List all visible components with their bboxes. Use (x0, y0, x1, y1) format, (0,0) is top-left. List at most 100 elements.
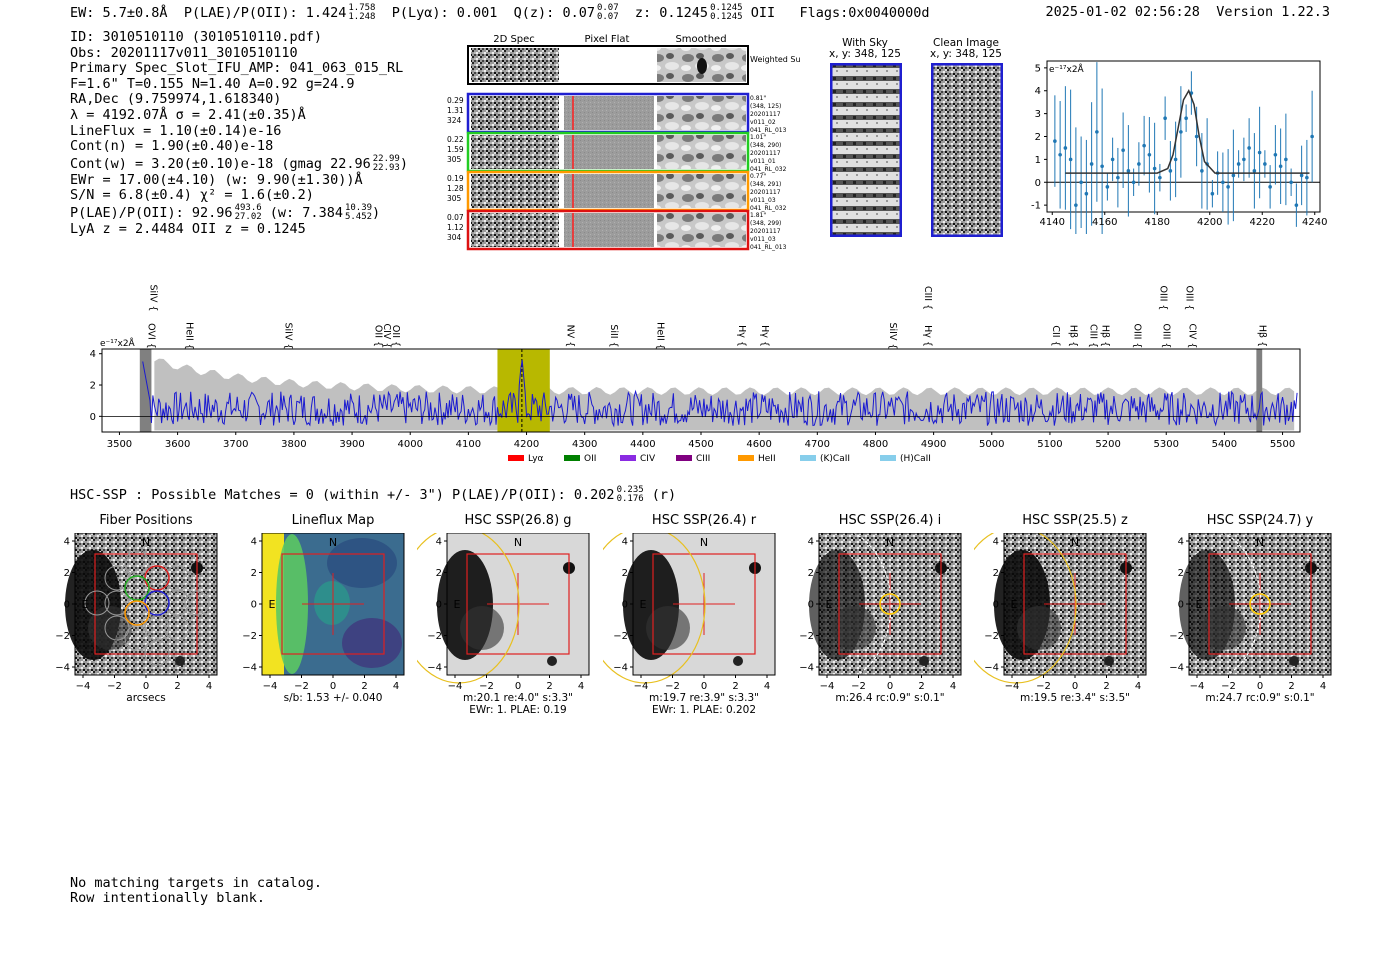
clean-image-title-text: Clean Image (932, 37, 1000, 49)
hsc-star (1104, 656, 1114, 666)
cutout-left-value: 0.22 (447, 135, 464, 144)
zoom-y-tick-label: 5 (1035, 63, 1041, 74)
zoom-point (1105, 185, 1110, 189)
info-plae-w-lo: 5.452 (344, 211, 373, 222)
north-label: N (700, 536, 708, 549)
lineflux-mid (276, 534, 308, 674)
galaxy-ellipse (1159, 533, 1262, 684)
info-plae-hi: 493.6 (234, 202, 262, 213)
galaxy-ellipse (603, 533, 706, 684)
info-id: ID: 3010510110 (3010510110.pdf) (70, 29, 322, 45)
spectrum-line-label: NV { (564, 325, 575, 348)
zoom-point (1179, 130, 1183, 134)
col-title-pixel-flat: Pixel Flat (585, 34, 630, 45)
with-sky-image (830, 63, 902, 237)
zoom-x-tick-label: 4240 (1302, 217, 1327, 228)
cutout-smoothed (657, 174, 746, 208)
hsc-summary-hi: 0.235 (616, 485, 644, 495)
cutout-pixel-flat (564, 96, 654, 130)
zoom-y-tick-label: 2 (1035, 132, 1041, 143)
zoom-y-tick-label: 0 (1035, 178, 1041, 189)
hsc-x-tick-label: −4 (634, 681, 649, 692)
cutout-pixel-flat (564, 174, 654, 208)
hsc-x-tick-label: −4 (1005, 681, 1020, 692)
zoom-point (1163, 116, 1167, 120)
spectrum-x-tick-label: 4500 (688, 439, 713, 450)
spectrum-line-label: CIV { (381, 324, 392, 349)
zoom-point (1210, 191, 1215, 196)
spectrum-x-tick-label: 4800 (863, 439, 888, 450)
spectrum-x-tick-label: 4400 (630, 439, 655, 450)
cutout-left-value: 1.28 (447, 184, 464, 193)
zoom-point (1053, 139, 1057, 143)
spectrum-x-tick-label: 3900 (339, 439, 364, 450)
spectrum-x-tick-label: 4700 (805, 439, 830, 450)
fiber-circle (124, 550, 150, 576)
clean-image-title: Clean Image x, y: 348, 125 (921, 38, 1011, 60)
zoom-point (1278, 164, 1283, 169)
hsc-summary-text: HSC-SSP : Possible Matches = 0 (within +… (70, 487, 615, 503)
legend-swatch (738, 455, 754, 461)
hsc-panel-title: Lineflux Map (291, 513, 375, 528)
zoom-x-tick-label: 4220 (1250, 217, 1275, 228)
fiber-circle (164, 590, 190, 616)
cutout-left-value: 1.31 (447, 106, 464, 115)
clean-image (931, 63, 1003, 237)
hsc-x-tick-label: 0 (330, 681, 336, 692)
info-contn: Cont(n) = 1.90(±0.40)e-18 (70, 138, 274, 155)
hsc-caption-1: m:20.1 re:4.0" s:3.3" (463, 692, 573, 704)
zoom-point (1068, 157, 1073, 162)
info-plae-w: (w: 7.384 (269, 204, 343, 221)
hsc-x-tick-label: −4 (263, 681, 278, 692)
aperture-box (281, 553, 385, 655)
north-label: N (329, 536, 337, 549)
north-label: N (1071, 536, 1079, 549)
legend-label: CIII (696, 454, 710, 464)
info-contw: Cont(w) = 3.20(±0.10)e-18 (gmag 22.96 (70, 155, 371, 172)
hsc-y-tick-label: −2 (242, 631, 257, 642)
zoom-point (1184, 116, 1188, 120)
hsc-panel-title: HSC SSP(26.4) i (838, 513, 942, 528)
hsc-y-tick-label: −2 (55, 631, 70, 642)
with-sky-coords: x, y: 348, 125 (829, 48, 901, 60)
east-label: E (454, 598, 461, 611)
north-label: N (514, 536, 522, 549)
hsc-bright-halo (832, 606, 876, 650)
aperture-circle (1249, 593, 1271, 615)
hsc-bright-halo (646, 606, 690, 650)
zoom-point (1158, 175, 1162, 180)
hsc-x-tick-label: −2 (294, 681, 309, 692)
legend-swatch (676, 455, 692, 461)
east-label: E (269, 598, 276, 611)
legend-label: Lyα (528, 454, 544, 464)
zoom-point (1200, 169, 1204, 173)
cutout-right-value: 20201117 (750, 111, 781, 118)
cutout-right-value: (348, 299) (750, 220, 781, 227)
hsc-y-tick-label: −4 (55, 663, 70, 674)
legend-swatch (620, 455, 636, 461)
spectrum-x-tick-label: 4200 (514, 439, 539, 450)
spectrum-line (142, 359, 1298, 428)
spectrum-line-label: SiII { (608, 324, 619, 347)
hsc-y-tick-label: 2 (622, 568, 628, 579)
zoom-point (1273, 153, 1278, 157)
spectrum-line-label: HeII { (654, 322, 665, 350)
hsc-y-tick-label: 4 (64, 537, 70, 548)
spectrum-x-tick-label: 5400 (1212, 439, 1237, 450)
legend-item: CIV (620, 454, 656, 464)
hsc-y-tick-label: 2 (808, 568, 814, 579)
spectrum-line-label: Hβ { (1067, 325, 1078, 347)
spectrum-x-tick-label: 5100 (1037, 439, 1062, 450)
hsc-x-tick-label: −2 (479, 681, 494, 692)
cutout-2d-spec (471, 135, 559, 169)
spectrum-line-label: CIII { (1088, 324, 1099, 348)
hsc-y-tick-label: 4 (251, 537, 257, 548)
info-radec: RA,Dec (9.759974,1.618340) (70, 91, 282, 108)
header-z-lo: 0.1245 (710, 12, 743, 22)
hsc-y-tick-label: −4 (799, 663, 814, 674)
hsc-panel-title: HSC SSP(24.7) y (1206, 513, 1314, 528)
spectrum-line-window (497, 349, 550, 432)
